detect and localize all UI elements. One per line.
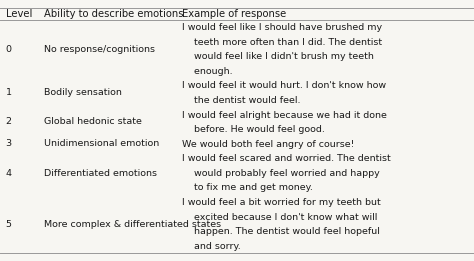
Text: teeth more often than I did. The dentist: teeth more often than I did. The dentist: [182, 38, 383, 47]
Text: Differentiated emotions: Differentiated emotions: [44, 169, 156, 177]
Text: would probably feel worried and happy: would probably feel worried and happy: [182, 169, 380, 178]
Text: happen. The dentist would feel hopeful: happen. The dentist would feel hopeful: [182, 227, 380, 236]
Text: I would feel it would hurt. I don't know how: I would feel it would hurt. I don't know…: [182, 81, 387, 90]
Text: We would both feel angry of course!: We would both feel angry of course!: [182, 140, 355, 149]
Text: 4: 4: [6, 169, 12, 177]
Text: would feel like I didn't brush my teeth: would feel like I didn't brush my teeth: [182, 52, 374, 61]
Text: enough.: enough.: [182, 67, 233, 76]
Text: Ability to describe emotions: Ability to describe emotions: [44, 9, 183, 19]
Text: Unidimensional emotion: Unidimensional emotion: [44, 139, 159, 148]
Text: the dentist would feel.: the dentist would feel.: [182, 96, 301, 105]
Text: Level: Level: [6, 9, 32, 19]
Text: Global hedonic state: Global hedonic state: [44, 117, 141, 127]
Text: 3: 3: [6, 139, 12, 148]
Text: to fix me and get money.: to fix me and get money.: [182, 183, 313, 192]
Text: Bodily sensation: Bodily sensation: [44, 88, 121, 97]
Text: I would feel a bit worried for my teeth but: I would feel a bit worried for my teeth …: [182, 198, 381, 207]
Text: and sorry.: and sorry.: [182, 242, 241, 251]
Text: More complex & differentiated states: More complex & differentiated states: [44, 220, 221, 229]
Text: 1: 1: [6, 88, 12, 97]
Text: Example of response: Example of response: [182, 9, 287, 19]
Text: I would feel scared and worried. The dentist: I would feel scared and worried. The den…: [182, 154, 391, 163]
Text: 2: 2: [6, 117, 12, 127]
Text: excited because I don't know what will: excited because I don't know what will: [182, 212, 378, 222]
Text: 0: 0: [6, 45, 12, 54]
Text: before. He would feel good.: before. He would feel good.: [182, 125, 325, 134]
Text: 5: 5: [6, 220, 12, 229]
Text: I would feel like I should have brushed my: I would feel like I should have brushed …: [182, 23, 383, 32]
Text: I would feel alright because we had it done: I would feel alright because we had it d…: [182, 111, 387, 120]
Text: No response/cognitions: No response/cognitions: [44, 45, 155, 54]
